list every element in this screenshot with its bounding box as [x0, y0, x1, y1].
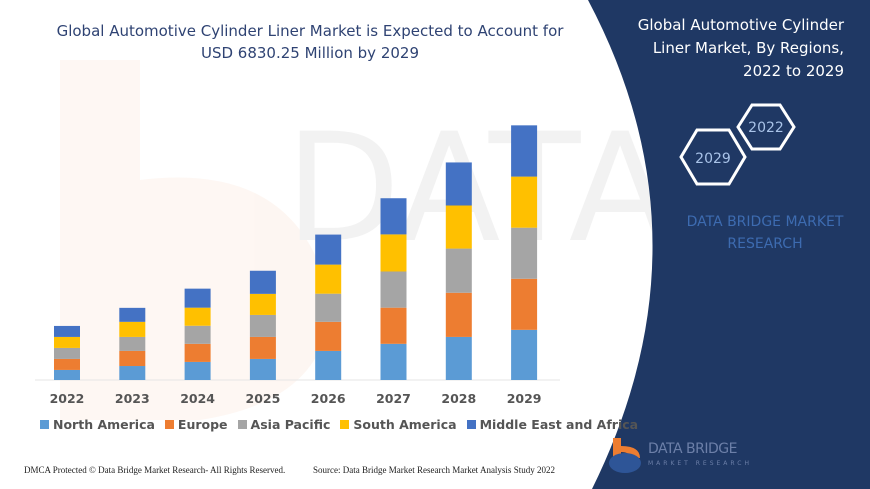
side-title: Global Automotive Cylinder Liner Market,…: [594, 14, 844, 83]
legend-item: Europe: [164, 417, 228, 432]
bar-segment-2024-europe: [184, 343, 211, 362]
bar-segment-2024-asia-pacific: [184, 325, 211, 344]
bar-segment-2023-europe: [119, 350, 146, 367]
bar-segment-2026-europe: [315, 321, 342, 351]
legend-label: Middle East and Africa: [479, 417, 639, 432]
x-tick-label: 2026: [311, 391, 346, 406]
bar-segment-2029-north-america: [511, 329, 538, 380]
bar-segment-2022-europe: [54, 358, 80, 370]
x-tick-label: 2029: [507, 391, 542, 406]
x-tick-label: 2023: [115, 391, 150, 406]
hex-label-2022: 2022: [748, 120, 784, 136]
bar-segment-2028-europe: [445, 292, 472, 337]
bar-segment-2023-asia-pacific: [119, 336, 146, 351]
x-tick-labels: 2022 2023 2024 2025 2026 2027 2028 2029: [50, 391, 542, 406]
hexagon-2029: [679, 128, 747, 186]
logo-icon: [609, 438, 641, 473]
bar-segment-2027-south-america: [380, 234, 407, 272]
bar-segment-2028-south-america: [445, 205, 472, 249]
bar-segment-2027-middle-east-and-africa: [380, 198, 407, 235]
bar-segment-2027-asia-pacific: [380, 271, 407, 308]
side-panel: [588, 0, 870, 489]
bar-segment-2022-south-america: [54, 336, 80, 348]
side-title-line-2: Liner Market, By Regions,: [652, 39, 844, 57]
bar-segment-2028-north-america: [445, 336, 472, 380]
legend-item: North America: [40, 417, 155, 432]
legend-label: Europe: [177, 417, 228, 432]
bar-segment-2025-europe: [249, 336, 276, 359]
source-text: Source: Data Bridge Market Research Mark…: [313, 465, 555, 475]
bar-segment-2024-south-america: [184, 307, 211, 326]
bar-segment-2026-asia-pacific: [315, 293, 342, 322]
logo-subtitle: MARKET RESEARCH: [648, 460, 752, 467]
bar-segment-2029-middle-east-and-africa: [511, 125, 538, 177]
bar-segment-2024-middle-east-and-africa: [184, 288, 211, 308]
legend-label: North America: [53, 417, 155, 432]
bar-segment-2026-middle-east-and-africa: [315, 234, 342, 265]
bar-segment-2027-north-america: [380, 343, 407, 380]
hex-label-2029: 2029: [695, 151, 731, 167]
bar-segment-2025-asia-pacific: [249, 314, 276, 337]
legend-item: Asia Pacific: [237, 417, 331, 432]
x-tick-label: 2028: [441, 391, 476, 406]
x-tick-label: 2027: [376, 391, 411, 406]
bar-segment-2022-north-america: [54, 369, 80, 380]
bar-segment-2027-europe: [380, 307, 407, 344]
side-title-line-3: 2022 to 2029: [743, 62, 844, 80]
bar-segment-2022-middle-east-and-africa: [54, 325, 80, 337]
hexagon-2022: [736, 103, 796, 151]
legend-label: South America: [353, 417, 457, 432]
brand-text: DATA BRIDGE MARKET RESEARCH: [660, 211, 870, 255]
side-title-line-1: Global Automotive Cylinder: [637, 16, 844, 34]
x-tick-label: 2024: [180, 391, 215, 406]
chart-title: Global Automotive Cylinder Liner Market …: [40, 20, 580, 64]
legend-swatch: [237, 420, 247, 429]
legend-swatch: [340, 420, 350, 429]
legend-swatch: [466, 420, 476, 429]
legend-item: South America: [340, 417, 457, 432]
bar-segment-2029-south-america: [511, 176, 538, 228]
bar-segment-2029-asia-pacific: [511, 227, 538, 279]
x-tick-label: 2022: [50, 391, 85, 406]
bar-segment-2025-south-america: [249, 293, 276, 315]
bar-segment-2026-north-america: [315, 350, 342, 380]
bar-segment-2025-north-america: [249, 358, 276, 380]
logo-name: DATA BRIDGE: [648, 441, 737, 457]
x-tick-label: 2025: [246, 391, 281, 406]
legend-item: Middle East and Africa: [466, 417, 639, 432]
title-line-2: USD 6830.25 Million by 2029: [200, 44, 420, 62]
bar-segment-2025-middle-east-and-africa: [249, 270, 276, 294]
bar-segment-2024-north-america: [184, 361, 211, 380]
bars: [54, 125, 538, 380]
bar-segment-2028-middle-east-and-africa: [445, 162, 472, 206]
bar-segment-2023-middle-east-and-africa: [119, 307, 146, 322]
legend-swatch: [164, 420, 174, 429]
title-line-1: Global Automotive Cylinder Liner Market …: [56, 22, 564, 40]
bar-segment-2028-asia-pacific: [445, 248, 472, 293]
legend: North America Europe Asia Pacific South Ame…: [40, 417, 638, 432]
bar-segment-2023-south-america: [119, 321, 146, 337]
brand-line-1: DATA BRIDGE MARKET: [686, 214, 844, 230]
legend-swatch: [40, 420, 49, 429]
bar-segment-2023-north-america: [119, 366, 146, 380]
brand-line-2: RESEARCH: [727, 236, 803, 252]
bar-segment-2029-europe: [511, 278, 538, 330]
legend-label: Asia Pacific: [250, 417, 331, 432]
copyright-text: DMCA Protected © Data Bridge Market Rese…: [24, 465, 286, 475]
bar-segment-2022-asia-pacific: [54, 347, 80, 359]
bar-segment-2026-south-america: [315, 264, 342, 294]
